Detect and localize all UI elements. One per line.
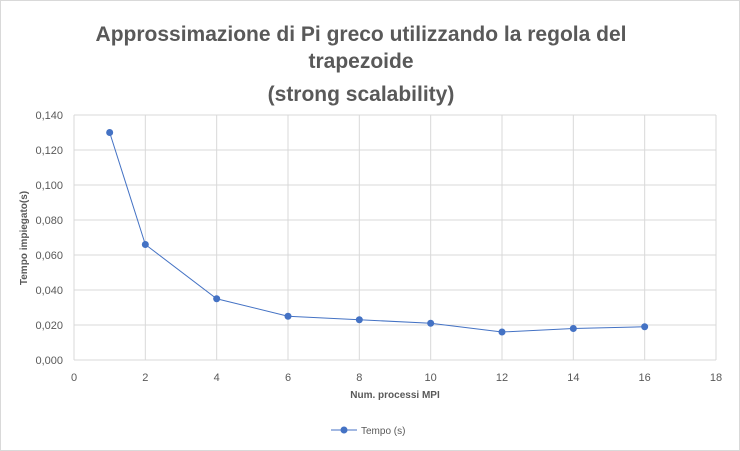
data-point bbox=[641, 323, 649, 331]
y-tick-label: 0,140 bbox=[35, 110, 63, 122]
x-axis-title: Num. processi MPI bbox=[350, 390, 440, 401]
data-point bbox=[284, 312, 292, 320]
x-tick-label: 4 bbox=[214, 372, 220, 384]
y-tick-label: 0,100 bbox=[35, 180, 63, 192]
x-tick-label: 16 bbox=[639, 372, 651, 384]
x-tick-label: 0 bbox=[71, 372, 77, 384]
axes: 0 2 4 6 8 10 12 14 16 18 0,000 0,020 0,040 0,060 0,080… bbox=[35, 110, 722, 384]
chart-title-line-2: trapezoide bbox=[308, 50, 414, 73]
y-tick-label: 0,040 bbox=[35, 285, 63, 297]
data-point bbox=[141, 241, 149, 248]
legend-label: Tempo (s) bbox=[361, 426, 405, 437]
x-tick-label: 18 bbox=[710, 372, 722, 384]
data-point bbox=[427, 319, 435, 327]
chart-title-line-3: (strong scalability) bbox=[267, 83, 455, 106]
x-tick-label: 2 bbox=[142, 372, 148, 384]
x-tick-label: 10 bbox=[425, 372, 437, 384]
data-point bbox=[213, 295, 221, 303]
data-point bbox=[355, 316, 363, 324]
y-tick-label: 0,000 bbox=[35, 355, 63, 367]
x-tick-label: 6 bbox=[285, 372, 291, 384]
gridlines bbox=[73, 114, 717, 361]
data-point bbox=[498, 328, 506, 336]
y-tick-label: 0,020 bbox=[35, 320, 63, 332]
series-line bbox=[109, 132, 645, 333]
x-tick-label: 12 bbox=[496, 372, 508, 384]
y-tick-label: 0,080 bbox=[35, 215, 63, 227]
x-tick-label: 14 bbox=[567, 372, 579, 384]
chart-title-line-1: Approssimazione di Pi greco utilizzando … bbox=[95, 23, 627, 46]
data-point bbox=[106, 129, 114, 136]
legend: Tempo (s) bbox=[331, 426, 405, 437]
y-tick-label: 0,060 bbox=[35, 250, 63, 262]
series-layer bbox=[106, 129, 649, 336]
y-tick-label: 0,120 bbox=[35, 145, 63, 157]
data-point bbox=[569, 325, 577, 332]
legend-marker bbox=[340, 426, 348, 434]
y-axis-title: Tempo impiegato(s) bbox=[19, 191, 30, 285]
x-tick-label: 8 bbox=[356, 372, 362, 384]
